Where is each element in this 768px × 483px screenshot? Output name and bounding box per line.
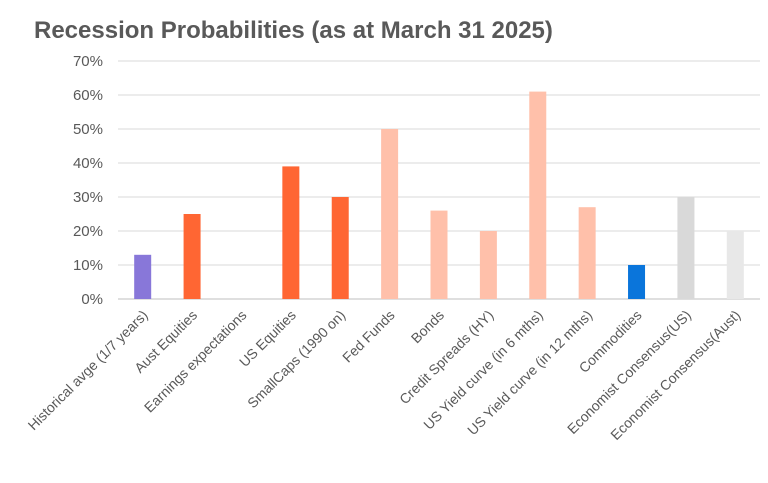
x-axis-tick-labels: Historical avge (1/7 years)Aust Equities… bbox=[25, 307, 744, 443]
bar bbox=[331, 197, 349, 299]
bar bbox=[479, 231, 497, 299]
y-tick-label: 0% bbox=[81, 291, 103, 308]
bar bbox=[183, 214, 201, 299]
y-tick-label: 30% bbox=[73, 189, 103, 206]
x-tick-label: SmallCaps (1990 on) bbox=[244, 307, 348, 411]
y-tick-label: 70% bbox=[73, 53, 103, 70]
bar bbox=[529, 91, 547, 299]
bar bbox=[628, 265, 646, 299]
bars bbox=[134, 91, 744, 299]
bar bbox=[282, 166, 300, 299]
y-tick-label: 20% bbox=[73, 223, 103, 240]
x-tick-label: Earnings expectations bbox=[141, 307, 250, 416]
bar bbox=[578, 207, 596, 299]
y-tick-label: 60% bbox=[73, 87, 103, 104]
x-tick-label: Fed Funds bbox=[339, 307, 398, 366]
bar bbox=[381, 129, 399, 299]
x-tick-label: Historical avge (1/7 years) bbox=[25, 307, 151, 433]
y-tick-label: 40% bbox=[73, 155, 103, 172]
y-axis-tick-labels: 0% 10% 20% 30% 40% 50% 60% 70% bbox=[73, 53, 103, 308]
chart-title: Recession Probabilities (as at March 31 … bbox=[34, 17, 553, 44]
bar bbox=[726, 231, 744, 299]
x-tick-label: Bonds bbox=[408, 307, 447, 346]
x-tick-label: Credit Spreads (HY) bbox=[396, 307, 496, 407]
bar bbox=[134, 254, 152, 299]
bar bbox=[677, 197, 695, 299]
y-tick-label: 50% bbox=[73, 121, 103, 138]
y-tick-label: 10% bbox=[73, 257, 103, 274]
bar bbox=[430, 210, 448, 299]
